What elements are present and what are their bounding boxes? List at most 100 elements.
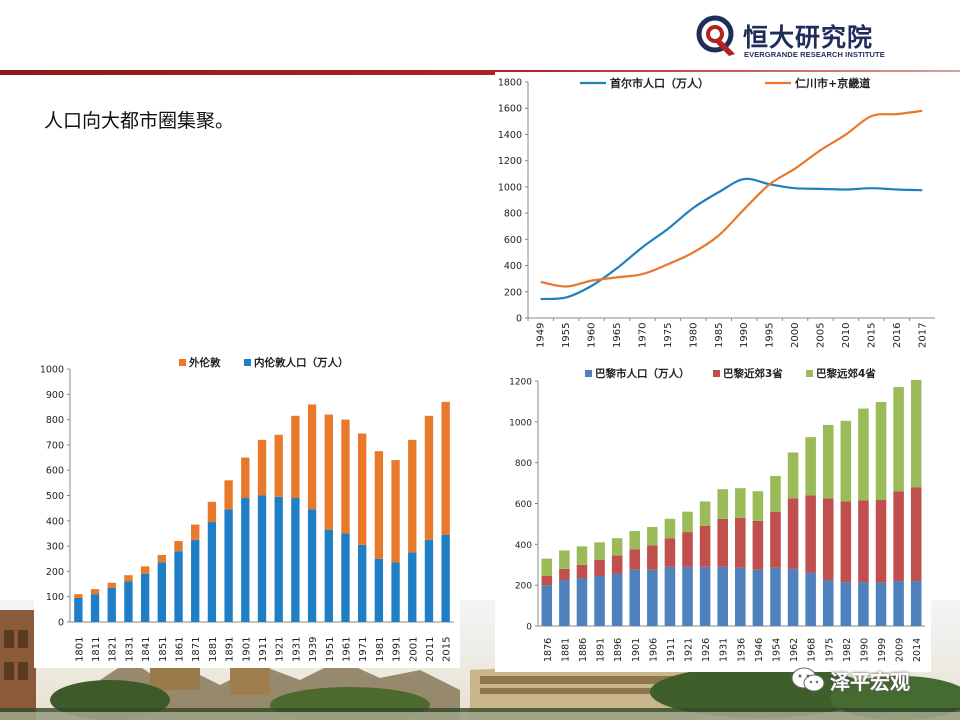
x-tick-label: 1990 — [739, 323, 750, 348]
bar-0 — [424, 539, 434, 622]
x-tick-label: 1949 — [536, 323, 547, 348]
x-tick-label: 1896 — [613, 638, 624, 662]
bar-0 — [307, 509, 317, 622]
bar-0 — [875, 582, 887, 626]
bar-1 — [822, 498, 834, 581]
x-tick-label: 1975 — [824, 638, 835, 662]
bar-2 — [717, 489, 728, 519]
x-tick-label: 1901 — [241, 637, 252, 662]
y-tick-label: 200 — [46, 567, 64, 578]
london-population-chart: 0 100 200 300 400 500 600 700 800 900 1000 1801 1811… — [34, 352, 460, 668]
bar-0 — [682, 566, 693, 626]
legend-label-0: 首尔市人口（万人） — [610, 76, 709, 90]
bar-1 — [735, 517, 746, 568]
x-tick-label: 2014 — [912, 638, 923, 662]
bar-0 — [207, 522, 217, 622]
y-tick-label: 500 — [46, 491, 64, 502]
legend-label: 内伦敦人口（万人） — [254, 356, 349, 369]
x-tick-label: 1936 — [736, 638, 747, 662]
x-tick-label: 1962 — [789, 638, 800, 662]
bar-1 — [664, 538, 676, 567]
bar-0 — [257, 495, 267, 622]
x-tick-label: 1975 — [663, 323, 674, 348]
bar-0 — [717, 566, 728, 626]
bar-0 — [391, 562, 400, 622]
x-tick-label: 1939 — [308, 637, 319, 662]
bar-2 — [822, 424, 834, 499]
x-tick-label: 1861 — [175, 637, 186, 662]
bar-1 — [910, 487, 922, 582]
bar-1 — [875, 500, 887, 583]
bar-0 — [374, 558, 384, 622]
watermark-text: 泽平宏观 — [830, 670, 910, 694]
bar-0 — [559, 580, 570, 626]
x-tick-label: 1801 — [74, 637, 85, 662]
x-tick-label: 2001 — [408, 637, 419, 662]
bar-1 — [157, 554, 166, 563]
bar-1 — [611, 555, 623, 574]
x-tick-label: 2000 — [790, 323, 801, 348]
bar-1 — [858, 500, 869, 583]
bar-0 — [341, 533, 350, 622]
bar-2 — [875, 402, 887, 501]
bar-1 — [647, 545, 658, 570]
x-tick-label: 1985 — [714, 323, 725, 348]
x-tick-label: 1886 — [578, 638, 589, 662]
bar-0 — [647, 569, 658, 626]
x-tick-label: 1911 — [258, 637, 269, 662]
y-tick-label: 1200 — [509, 378, 532, 388]
legend-swatch — [179, 359, 186, 366]
bar-0 — [910, 581, 922, 626]
x-tick-label: 1999 — [877, 638, 888, 662]
bar-2 — [858, 408, 869, 501]
bar-2 — [611, 538, 623, 556]
x-tick-label: 1965 — [612, 323, 623, 348]
x-tick-label: 2005 — [816, 323, 827, 348]
bar-1 — [391, 460, 400, 563]
x-tick-label: 1961 — [341, 637, 352, 662]
bar-1 — [893, 491, 904, 582]
bar-0 — [805, 572, 816, 626]
x-tick-label: 1971 — [358, 637, 369, 662]
bar-2 — [699, 501, 711, 526]
x-tick-label: 1871 — [191, 637, 202, 662]
x-tick-label: 1931 — [719, 638, 730, 662]
bar-0 — [699, 566, 711, 626]
bar-0 — [893, 581, 904, 626]
y-tick-label: 200 — [504, 287, 522, 298]
bar-0 — [629, 569, 641, 626]
bar-0 — [358, 544, 367, 622]
bar-1 — [441, 401, 450, 535]
bar-0 — [140, 573, 150, 622]
x-tick-label: 1968 — [807, 638, 818, 662]
legend-swatch — [806, 370, 813, 377]
bar-1 — [174, 541, 183, 552]
y-tick-label: 400 — [504, 261, 522, 272]
x-tick-label: 2011 — [425, 637, 436, 662]
x-tick-label: 1921 — [275, 637, 286, 662]
bar-0 — [611, 573, 623, 626]
legend-swatch — [585, 370, 592, 377]
x-tick-label: 2009 — [895, 638, 906, 662]
x-tick-label: 2017 — [917, 323, 928, 348]
x-tick-label: 1881 — [560, 638, 571, 662]
bar-0 — [664, 566, 676, 626]
x-tick-label: 1991 — [392, 637, 403, 662]
bar-2 — [805, 437, 816, 496]
bar-1 — [682, 532, 693, 567]
bar-2 — [770, 475, 781, 512]
bar-1 — [752, 520, 764, 570]
y-tick-label: 1200 — [498, 156, 522, 167]
series-line-0 — [540, 177, 923, 301]
bar-1 — [629, 549, 641, 570]
bar-1 — [207, 501, 217, 523]
x-tick-label: 1891 — [225, 637, 236, 662]
y-tick-label: 600 — [515, 500, 532, 510]
bar-0 — [90, 594, 100, 622]
bar-0 — [291, 498, 300, 622]
x-tick-label: 1980 — [688, 323, 699, 348]
bar-0 — [787, 568, 799, 626]
legend-label: 巴黎市人口（万人） — [595, 367, 690, 380]
bar-1 — [257, 439, 267, 496]
bar-0 — [840, 582, 852, 626]
